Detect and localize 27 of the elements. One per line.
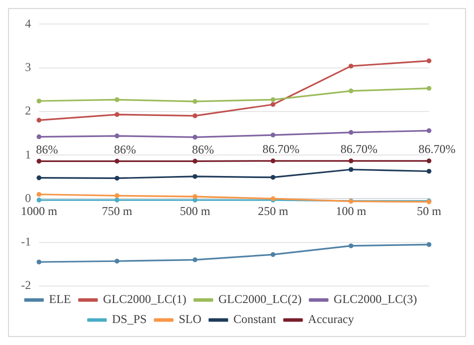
legend-label: SLO bbox=[178, 312, 202, 326]
legend-label: GLC2000_LC(2) bbox=[218, 292, 302, 306]
data-label: 86.70% bbox=[340, 142, 378, 156]
y-tick-label: -1 bbox=[20, 234, 31, 249]
legend-label: GLC2000_LC(3) bbox=[334, 292, 417, 306]
legend-label: ELE bbox=[49, 292, 72, 306]
x-tick-label: 1000 m bbox=[20, 204, 58, 218]
data-label: 86.70% bbox=[262, 142, 300, 156]
legend-label: DS_PS bbox=[112, 312, 147, 326]
x-tick-label: 750 m bbox=[102, 204, 133, 218]
y-tick-label: -2 bbox=[20, 278, 31, 292]
x-tick-label: 100 m bbox=[336, 204, 367, 218]
x-tick-label: 500 m bbox=[180, 204, 211, 218]
x-tick-label: 250 m bbox=[258, 204, 289, 218]
data-label: 86.70% bbox=[418, 142, 456, 156]
x-tick-label: 50 m bbox=[416, 204, 442, 218]
y-tick-label: 1 bbox=[24, 147, 31, 162]
data-label: 86% bbox=[36, 142, 58, 156]
data-label: 86% bbox=[114, 142, 136, 156]
y-tick-label: 4 bbox=[24, 16, 31, 30]
y-tick-label: 2 bbox=[24, 104, 31, 118]
data-label: 86% bbox=[192, 142, 214, 156]
legend-label: GLC2000_LC(1) bbox=[103, 292, 186, 306]
y-tick-label: 0 bbox=[24, 190, 31, 205]
legend-label: Constant bbox=[233, 312, 277, 326]
y-tick-label: 3 bbox=[24, 60, 31, 74]
legend-label: Accuracy bbox=[308, 312, 354, 326]
